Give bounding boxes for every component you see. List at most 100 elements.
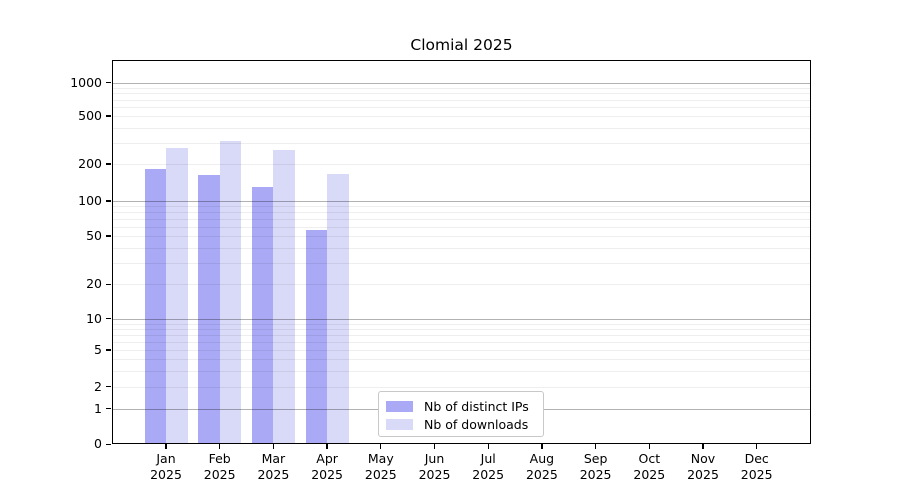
x-label-month: Dec: [744, 451, 769, 466]
x-tick-label-sep-2025: Sep 2025: [564, 451, 628, 483]
gridline-major-100: [112, 201, 811, 202]
x-tick-label-oct-2025: Oct 2025: [617, 451, 681, 483]
gridline-minor-200: [112, 164, 811, 165]
y-tick-1: [106, 407, 111, 410]
x-label-year: 2025: [203, 467, 236, 482]
y-tick-0: [106, 443, 111, 445]
y-tick-20: [106, 283, 111, 285]
y-tick-500: [106, 115, 111, 117]
gridline-major-1000: [112, 82, 811, 84]
x-label-month: Jan: [156, 451, 176, 466]
gridline-minor-70: [112, 219, 811, 220]
y-tick-200: [106, 163, 111, 165]
legend-swatch-distinct-ips: [386, 400, 413, 412]
x-label-year: 2025: [525, 467, 558, 482]
gridline-minor-4: [112, 358, 811, 360]
bar-distinct-ips-feb: [198, 174, 220, 444]
x-label-year: 2025: [687, 467, 719, 482]
x-label-month: Jun: [424, 451, 445, 466]
gridline-minor-80: [112, 212, 811, 214]
legend-swatch-downloads: [386, 418, 413, 430]
bar-downloads-mar: [273, 149, 295, 444]
x-tick-label-nov-2025: Nov 2025: [671, 451, 735, 483]
x-label-month: Aug: [529, 451, 555, 466]
x-label-year: 2025: [311, 467, 343, 482]
gridline-minor-30: [112, 262, 811, 264]
y-tick-1000: [106, 82, 111, 84]
y-tick-label-5: 5: [94, 342, 102, 357]
gridline-minor-3: [112, 370, 811, 372]
legend-item-distinct-ips: Nb of distinct IPs: [386, 397, 535, 415]
y-tick-2: [106, 386, 111, 388]
x-label-month: Apr: [316, 451, 338, 466]
gridline-minor-20: [112, 284, 811, 286]
y-tick-50: [106, 235, 111, 237]
x-tick-label-may-2025: May 2025: [349, 451, 413, 483]
gridline-minor-40: [112, 247, 811, 249]
gridline-minor-5: [112, 350, 811, 351]
legend: Nb of distinct IPs Nb of downloads: [378, 391, 544, 437]
x-label-year: 2025: [633, 467, 666, 482]
x-label-year: 2025: [364, 467, 397, 482]
gridline-major-10: [112, 318, 811, 320]
gridline-minor-900: [112, 87, 811, 89]
gridline-minor-700: [112, 99, 811, 101]
y-tick-label-1000: 1000: [70, 74, 102, 90]
gridline-minor-7: [112, 334, 811, 336]
x-tick-aug-2025: [541, 444, 543, 449]
x-tick-sep-2025: [594, 444, 597, 449]
gridline-minor-60: [112, 226, 811, 228]
x-tick-label-apr-2025: Apr 2025: [295, 451, 359, 483]
x-label-month: Sep: [583, 451, 608, 466]
y-tick-label-20: 20: [86, 276, 102, 292]
gridline-minor-9: [112, 323, 811, 325]
bar-downloads-apr: [327, 173, 349, 444]
gridline-minor-400: [112, 127, 811, 129]
x-tick-mar-2025: [272, 444, 275, 449]
x-tick-label-dec-2025: Dec 2025: [725, 451, 789, 483]
x-label-month: Mar: [261, 451, 286, 466]
x-tick-label-jun-2025: Jun 2025: [403, 451, 467, 483]
gridline-minor-6: [112, 341, 811, 343]
x-label-month: Jul: [480, 451, 496, 466]
x-tick-oct-2025: [648, 444, 650, 449]
x-label-month: Nov: [690, 451, 716, 466]
x-label-year: 2025: [418, 467, 451, 482]
x-tick-label-jan-2025: Jan 2025: [134, 451, 198, 483]
legend-label-downloads: Nb of downloads: [424, 416, 529, 432]
y-tick-10: [106, 318, 111, 320]
gridline-minor-50: [112, 236, 811, 237]
gridline-minor-2: [112, 386, 811, 388]
x-tick-jun-2025: [433, 444, 436, 449]
gridline-minor-800: [112, 93, 811, 95]
chart-title: Clomial 2025: [410, 36, 513, 54]
x-tick-label-mar-2025: Mar 2025: [241, 451, 305, 483]
x-tick-label-aug-2025: Aug 2025: [510, 451, 574, 483]
gridline-minor-500: [112, 116, 811, 117]
x-label-year: 2025: [472, 467, 505, 482]
y-tick-100: [106, 200, 111, 202]
x-label-year: 2025: [257, 467, 290, 482]
legend-item-downloads: Nb of downloads: [386, 415, 535, 433]
x-tick-label-feb-2025: Feb 2025: [188, 451, 252, 483]
y-tick-label-2: 2: [94, 378, 102, 394]
x-tick-label-jul-2025: Jul 2025: [456, 451, 520, 483]
x-tick-apr-2025: [326, 444, 328, 449]
y-tick-label-100: 100: [78, 193, 102, 208]
x-tick-jan-2025: [165, 444, 167, 449]
y-tick-label-0: 0: [94, 436, 102, 452]
bar-distinct-ips-mar: [251, 186, 274, 444]
x-tick-jul-2025: [487, 444, 489, 449]
gridline-minor-300: [112, 142, 811, 144]
x-tick-dec-2025: [756, 444, 758, 449]
x-tick-may-2025: [380, 444, 382, 449]
x-label-month: Oct: [638, 451, 661, 466]
y-tick-label-10: 10: [86, 310, 102, 326]
y-tick-label-200: 200: [78, 156, 102, 171]
x-label-year: 2025: [150, 467, 182, 482]
gridline-minor-600: [112, 107, 811, 109]
x-tick-feb-2025: [219, 444, 221, 449]
x-label-month: May: [367, 451, 394, 466]
y-tick-label-50: 50: [86, 228, 102, 243]
